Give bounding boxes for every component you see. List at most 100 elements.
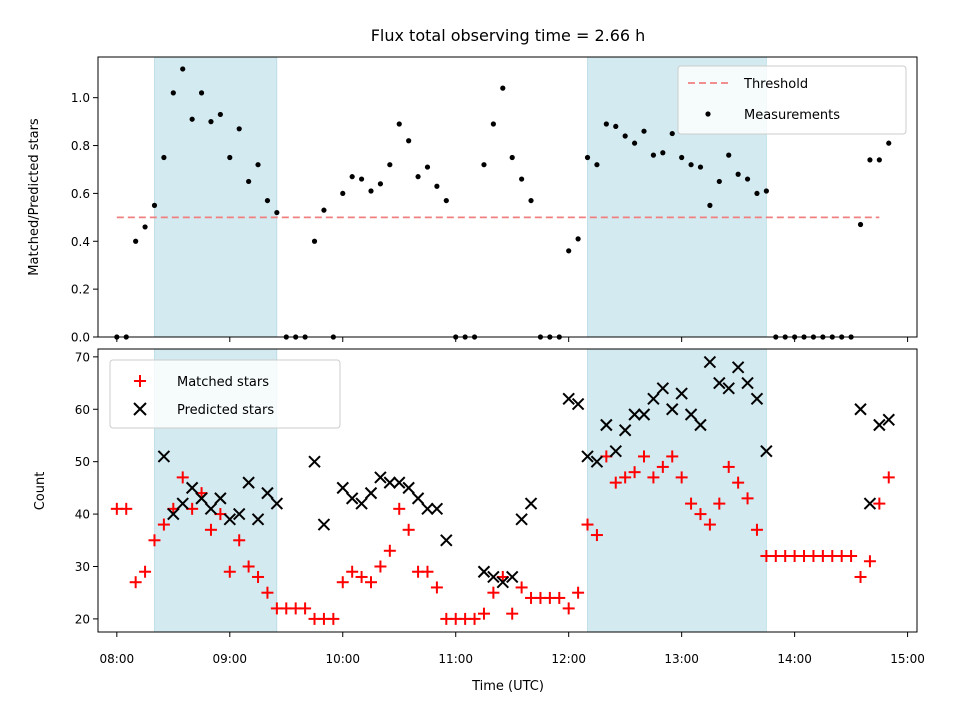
predicted-star-point [317,518,331,531]
measurement-point [227,154,233,161]
predicted-star-stroke [317,518,331,531]
matched-star-point [129,576,142,589]
matched-star-point [572,586,585,599]
measurement-point [264,197,271,204]
predicted-star-point [505,570,519,584]
matched-star-point [365,576,377,589]
top-y-axis-label: Matched/Predicted stars [27,118,42,276]
matched-star-point [666,450,679,463]
x-tick-label: 10:00 [325,652,360,666]
x-tick-label: 14:00 [777,652,812,666]
predicted-star-stroke [402,481,415,495]
predicted-star-point [411,492,425,505]
predicted-star-point [750,392,764,405]
legend-measurements-label: Measurements [744,108,840,123]
measurement-point [669,130,675,137]
predicted-star-point [571,397,585,411]
measurement-point [189,116,195,122]
predicted-star-point [666,403,679,416]
measurement-point [735,171,741,177]
bottom-x-ticks: 08:00 09:00 10:00 11:00 12:00 13:00 14:00 15:00 [100,632,925,666]
measurement-point [349,174,355,180]
predicted-star-stroke [496,576,510,589]
predicted-star-stroke [336,481,349,495]
measurement-point [415,174,421,180]
matched-star-point [261,586,274,599]
measurement-point [246,178,252,185]
matched-star-point [468,612,481,625]
matched-star-point [176,471,189,484]
predicted-star-stroke [647,392,660,405]
measurement-point [566,248,572,254]
predicted-star-stroke [421,502,434,516]
bottom-y-ticks: 20 30 40 50 60 70 [75,350,98,626]
predicted-star-point [355,497,368,510]
predicted-star-stroke [430,502,444,516]
matched-star-point [242,560,255,573]
matched-star-point [148,534,161,547]
matched-star-point [223,565,236,578]
matched-star-point [647,471,660,484]
predicted-star-point [562,392,575,405]
x-tick-label: 15:00 [890,652,925,666]
predicted-star-stroke [195,492,208,505]
predicted-star-point [703,355,717,369]
y-tick-label: 60 [75,403,90,417]
predicted-star-stroke [214,492,227,505]
measurement-point [622,133,628,139]
measurement-point [754,190,760,197]
predicted-star-stroke [393,476,406,489]
predicted-star-point [600,418,613,432]
measurement-point [528,197,534,204]
y-tick-label: 20 [75,612,90,626]
predicted-star-stroke [261,486,274,500]
predicted-star-stroke [628,408,641,421]
predicted-star-point [421,502,434,516]
predicted-star-stroke [232,507,246,521]
matched-star-point [882,471,895,484]
predicted-star-stroke [440,534,453,547]
measurement-point [490,121,496,127]
measurement-point [594,162,600,168]
measurement-point [641,128,647,134]
matched-star-point [157,518,170,531]
predicted-star-stroke [223,513,237,526]
predicted-star-point [270,497,284,510]
matched-star-point [609,476,622,489]
predicted-star-point [477,565,491,578]
predicted-star-stroke [411,492,425,505]
bottom-legend-box [109,359,341,429]
legend-measurements-marker [705,111,711,117]
measurement-point [198,90,205,96]
measurement-point [340,190,346,197]
measurement-point [170,90,176,96]
predicted-star-point [176,497,189,510]
predicted-star-stroke [694,418,707,432]
y-tick-label: 30 [75,560,90,574]
y-tick-label: 0.8 [71,139,90,153]
predicted-star-stroke [618,424,632,437]
y-tick-label: 0.6 [71,187,90,201]
top-axes-frame [97,56,918,338]
matched-star-point [233,534,246,547]
matched-star-point [515,581,528,594]
measurement-point [660,150,666,156]
predicted-star-stroke [270,497,284,510]
measurement-point [876,157,882,163]
matched-star-point [845,550,858,563]
x-axis-label: Time (UTC) [471,679,544,694]
predicted-star-point [242,476,255,489]
matched-star-point [299,602,312,615]
matched-star-point [327,612,340,625]
predicted-star-point [487,570,500,584]
predicted-star-point [760,444,773,458]
predicted-star-stroke [760,444,773,458]
predicted-star-point [637,408,651,421]
matched-star-point [393,502,406,515]
measurement-point [886,140,892,146]
predicted-star-stroke [242,476,255,489]
measurement-point [613,123,619,130]
matched-star-point [355,570,368,583]
legend-threshold-label: Threshold [743,77,808,92]
